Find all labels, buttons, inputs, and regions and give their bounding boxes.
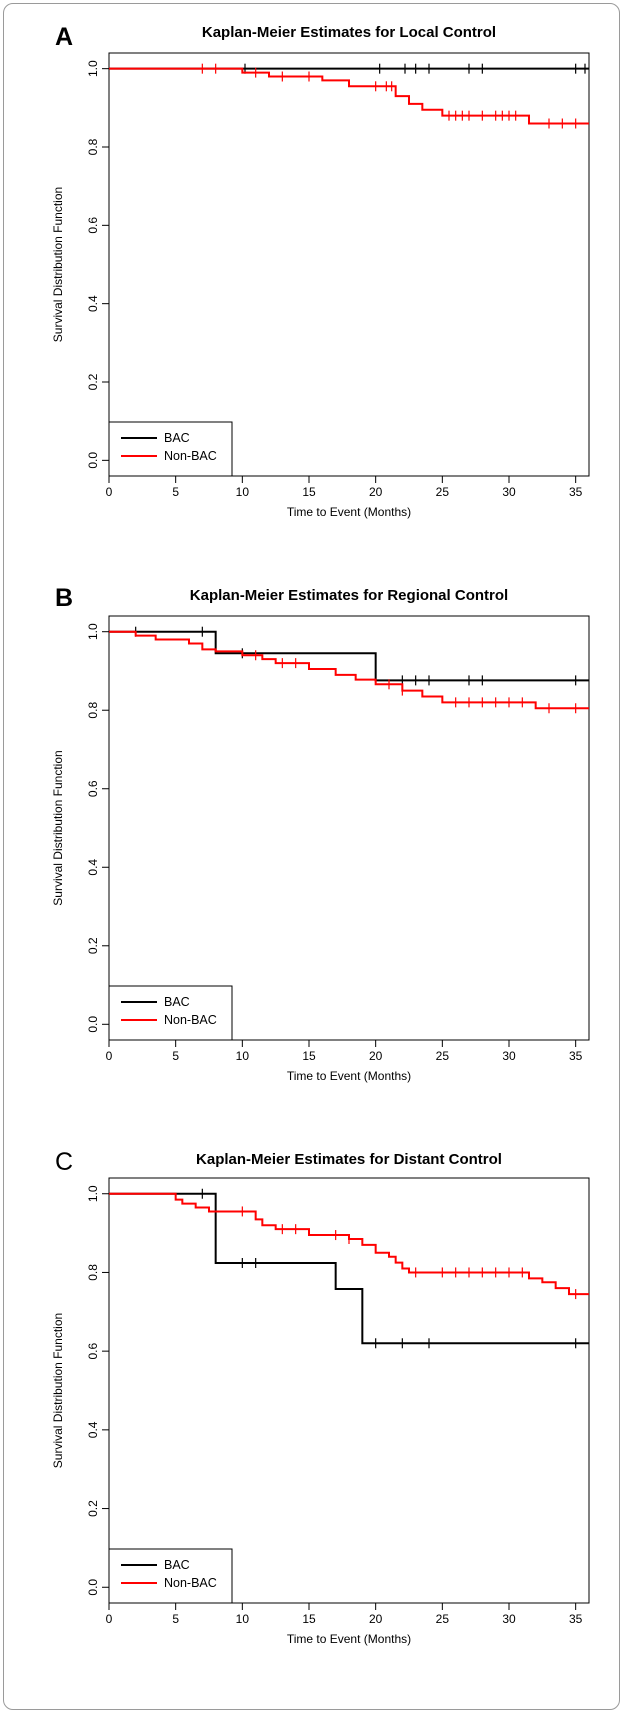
x-tick-label: 30 bbox=[502, 1612, 516, 1626]
x-tick-label: 35 bbox=[569, 1049, 583, 1063]
legend-box bbox=[108, 421, 233, 477]
x-tick-label: 15 bbox=[302, 1612, 316, 1626]
x-tick-label: 30 bbox=[502, 1049, 516, 1063]
y-tick-label: 0.4 bbox=[86, 1421, 100, 1438]
y-tick-label: 0.6 bbox=[86, 780, 100, 797]
legend: BAC Non-BAC bbox=[108, 1548, 233, 1604]
x-tick-label: 30 bbox=[502, 485, 516, 499]
series-bac bbox=[109, 626, 589, 686]
panel-letter: A bbox=[55, 23, 73, 51]
legend-label: BAC bbox=[164, 995, 190, 1009]
series-line-non-bac bbox=[109, 630, 589, 710]
y-tick-label: 0.0 bbox=[86, 1579, 100, 1596]
x-tick-label: 20 bbox=[369, 485, 383, 499]
y-tick-label: 0.0 bbox=[86, 1016, 100, 1033]
x-tick-label: 15 bbox=[302, 485, 316, 499]
x-tick-label: 20 bbox=[369, 1049, 383, 1063]
x-tick-label: 20 bbox=[369, 1612, 383, 1626]
series-line-non-bac bbox=[109, 1192, 589, 1296]
x-tick-label: 10 bbox=[236, 1612, 250, 1626]
x-tick-label: 0 bbox=[106, 485, 113, 499]
x-tick-label: 15 bbox=[302, 1049, 316, 1063]
panel-letter: B bbox=[55, 584, 73, 612]
y-tick-label: 0.2 bbox=[86, 937, 100, 954]
x-tick-label: 5 bbox=[172, 1049, 179, 1063]
y-tick-label: 0.4 bbox=[86, 859, 100, 876]
legend: BAC Non-BAC bbox=[108, 985, 233, 1041]
legend-box bbox=[108, 1548, 233, 1604]
x-axis-label: Time to Event (Months) bbox=[287, 1632, 411, 1646]
x-axis-label: Time to Event (Months) bbox=[287, 505, 411, 519]
plot-area bbox=[108, 52, 590, 477]
y-axis-label: Survival Distribution Function bbox=[51, 1313, 65, 1468]
y-tick-label: 1.0 bbox=[86, 623, 100, 640]
series-line-bac bbox=[109, 630, 589, 682]
series-non-bac bbox=[109, 630, 589, 714]
legend-box bbox=[108, 985, 233, 1041]
legend-label: BAC bbox=[164, 1558, 190, 1572]
legend-label: Non-BAC bbox=[164, 1576, 217, 1590]
chart-title: Kaplan-Meier Estimates for Distant Contr… bbox=[196, 1151, 502, 1168]
x-tick-label: 35 bbox=[569, 1612, 583, 1626]
legend-label: Non-BAC bbox=[164, 449, 217, 463]
x-tick-label: 10 bbox=[236, 1049, 250, 1063]
y-tick-label: 0.8 bbox=[86, 1264, 100, 1281]
x-tick-label: 10 bbox=[236, 485, 250, 499]
series-line-bac bbox=[109, 1192, 589, 1345]
y-tick-label: 0.8 bbox=[86, 138, 100, 155]
panel-letter: C bbox=[55, 1148, 73, 1176]
y-axis-label: Survival Distribution Function bbox=[51, 187, 65, 342]
plot-area bbox=[108, 1177, 590, 1604]
chart-title: Kaplan-Meier Estimates for Local Control bbox=[202, 24, 496, 41]
chart-panel-c: C Kaplan-Meier Estimates for Distant Cont… bbox=[51, 1148, 590, 1646]
x-tick-label: 25 bbox=[436, 1049, 450, 1063]
x-tick-label: 0 bbox=[106, 1612, 113, 1626]
series-bac bbox=[109, 1188, 589, 1349]
plot-area bbox=[108, 615, 590, 1041]
x-tick-label: 5 bbox=[172, 1612, 179, 1626]
legend: BAC Non-BAC bbox=[108, 421, 233, 477]
series-line-non-bac bbox=[109, 67, 589, 125]
y-tick-label: 0.2 bbox=[86, 373, 100, 390]
y-tick-label: 0.4 bbox=[86, 295, 100, 312]
legend-label: Non-BAC bbox=[164, 1013, 217, 1027]
y-tick-label: 0.6 bbox=[86, 217, 100, 234]
x-tick-label: 5 bbox=[172, 485, 179, 499]
series-non-bac bbox=[109, 63, 589, 129]
chart-panel-a: A Kaplan-Meier Estimates for Local Contro… bbox=[51, 23, 590, 519]
figure-frame bbox=[3, 3, 620, 1710]
x-tick-label: 0 bbox=[106, 1049, 113, 1063]
y-tick-label: 1.0 bbox=[86, 1185, 100, 1202]
x-tick-label: 35 bbox=[569, 485, 583, 499]
y-axis-label: Survival Distribution Function bbox=[51, 750, 65, 905]
series-non-bac bbox=[109, 1192, 589, 1300]
y-tick-label: 0.2 bbox=[86, 1500, 100, 1517]
y-tick-label: 1.0 bbox=[86, 60, 100, 77]
y-tick-label: 0.8 bbox=[86, 702, 100, 719]
chart-title: Kaplan-Meier Estimates for Regional Cont… bbox=[190, 587, 508, 604]
x-axis-label: Time to Event (Months) bbox=[287, 1069, 411, 1083]
y-tick-label: 0.0 bbox=[86, 452, 100, 469]
chart-panel-b: B Kaplan-Meier Estimates for Regional Con… bbox=[51, 584, 590, 1083]
x-tick-label: 25 bbox=[436, 485, 450, 499]
y-tick-label: 0.6 bbox=[86, 1342, 100, 1359]
x-tick-label: 25 bbox=[436, 1612, 450, 1626]
legend-label: BAC bbox=[164, 431, 190, 445]
